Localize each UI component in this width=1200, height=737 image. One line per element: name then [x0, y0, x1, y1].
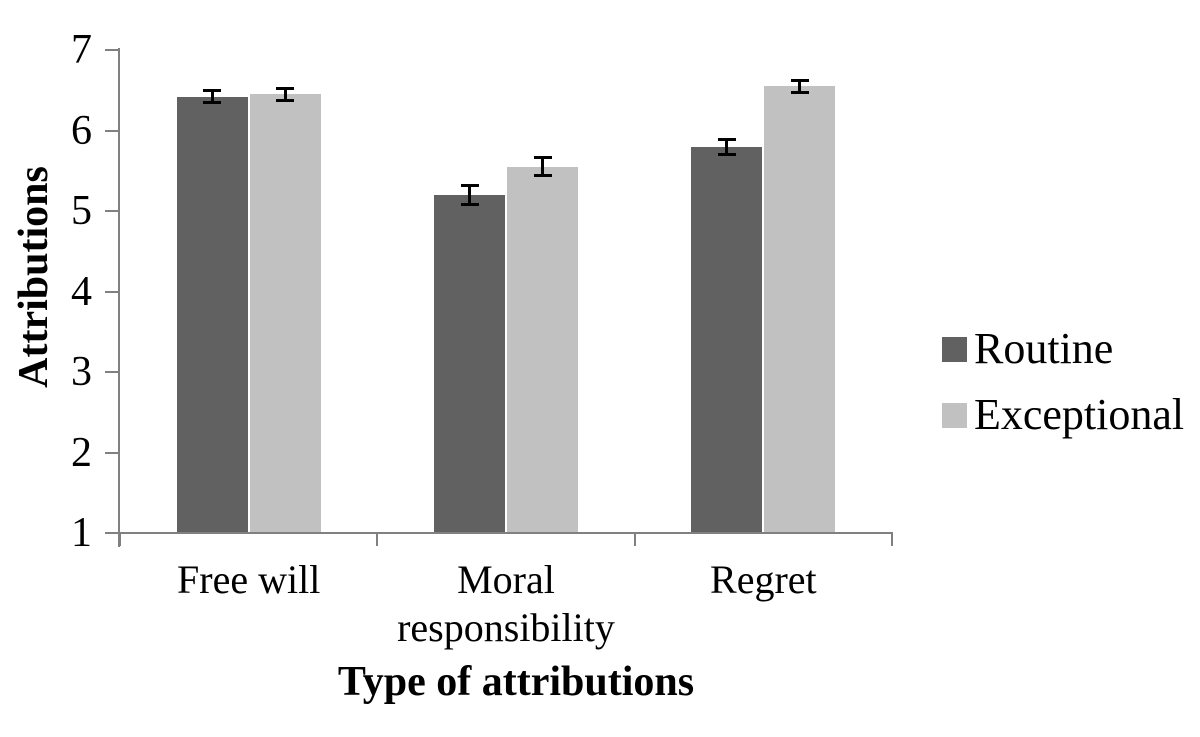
y-axis-title: Attributions: [11, 166, 57, 388]
legend-item-routine: Routine: [942, 326, 1184, 372]
error-bar-routine-free-will-cap-top: [203, 89, 222, 93]
error-bar-exceptional-regret-cap-top: [790, 78, 809, 82]
legend: Routine Exceptional: [942, 326, 1184, 458]
y-tick-label-4: 4: [71, 268, 92, 315]
error-bar-exceptional-free-will-cap-bottom: [276, 98, 295, 102]
error-bar-exceptional-moral-responsibility-cap-bottom: [533, 174, 552, 178]
x-tick-label-moral-responsibility: Moral responsibility: [397, 557, 615, 650]
y-axis-line: [118, 48, 120, 547]
y-tick: [105, 451, 119, 454]
bar-exceptional-regret: [764, 86, 836, 532]
y-tick: [105, 290, 119, 293]
x-tick-label-free-will: Free will: [177, 557, 321, 602]
bar-exceptional-moral-responsibility: [507, 166, 578, 532]
y-tick-label-1: 1: [71, 510, 92, 556]
error-bar-exceptional-regret-cap-bottom: [790, 90, 809, 94]
y-tick-label-5: 5: [71, 188, 92, 234]
bar-routine-regret: [691, 146, 763, 532]
legend-item-exceptional: Exceptional: [942, 392, 1184, 438]
error-bar-routine-regret-cap-bottom: [717, 152, 736, 156]
error-bar-exceptional-moral-responsibility-line: [541, 157, 544, 177]
error-bar-exceptional-moral-responsibility-cap-top: [533, 156, 552, 160]
y-tick-label-3: 3: [71, 349, 92, 395]
x-tick: [633, 533, 636, 546]
bar-routine-free-will: [176, 96, 248, 532]
error-bar-exceptional-regret-line: [798, 79, 802, 93]
bar-exceptional-free-will: [249, 94, 321, 532]
y-tick-label-2: 2: [71, 429, 92, 476]
y-tick: [105, 49, 119, 51]
x-tick: [891, 533, 893, 546]
error-bar-routine-moral-responsibility-cap-top: [460, 184, 479, 188]
x-axis-line: [105, 532, 893, 534]
error-bar-routine-moral-responsibility-line: [468, 185, 471, 205]
error-bar-exceptional-free-will-cap-top: [276, 86, 295, 90]
error-bar-routine-regret-line: [725, 138, 729, 155]
y-tick: [105, 532, 119, 534]
y-tick-label-6: 6: [71, 107, 92, 154]
error-bar-routine-moral-responsibility-cap-bottom: [460, 202, 479, 206]
legend-label-routine: Routine: [974, 324, 1114, 373]
error-bar-routine-regret-cap-top: [717, 137, 736, 141]
error-bar-routine-free-will-line: [210, 90, 214, 104]
bar-routine-moral-responsibility: [434, 194, 505, 532]
x-axis-title: Type of attributions: [337, 659, 695, 705]
x-tick: [376, 533, 379, 546]
legend-swatch-exceptional-icon: [942, 402, 967, 428]
y-tick: [105, 371, 119, 373]
error-bar-exceptional-free-will-line: [283, 87, 287, 101]
x-tick: [119, 533, 121, 546]
legend-swatch-routine-icon: [942, 336, 967, 362]
x-tick-label-regret: Regret: [710, 557, 817, 602]
y-tick-label-7: 7: [71, 27, 92, 73]
y-tick: [105, 129, 119, 132]
legend-label-exceptional: Exceptional: [974, 390, 1185, 439]
error-bar-routine-free-will-cap-bottom: [203, 101, 222, 105]
y-tick: [105, 210, 119, 212]
